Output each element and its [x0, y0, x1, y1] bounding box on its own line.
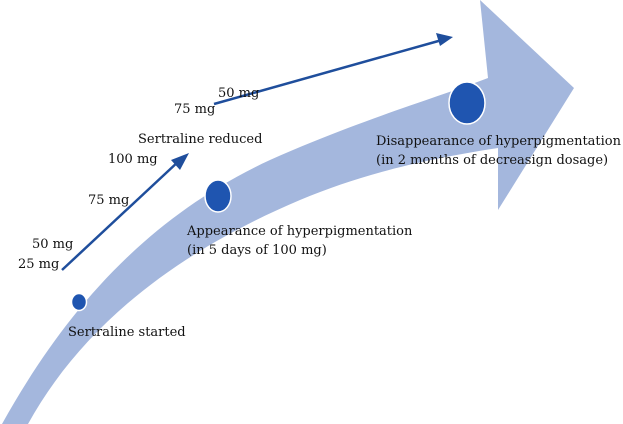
event-disappearance-title: Disappearance of hyperpigmentation — [376, 134, 622, 149]
appearance-marker — [204, 179, 232, 213]
dose-label-25: 25 mg — [18, 257, 60, 272]
start-marker — [70, 292, 88, 312]
event-appearance-title: Appearance of hyperpigmentation — [187, 224, 413, 239]
dose-escalation-arrowhead — [171, 153, 189, 170]
dose-escalation-arrow — [61, 159, 181, 271]
dose-taper-arrow — [213, 38, 443, 106]
dose-label-75-up: 75 mg — [88, 193, 130, 208]
disappearance-marker — [448, 81, 486, 125]
timeline-arrow — [2, 0, 574, 424]
event-disappearance-note: (in 2 months of decreasign dosage) — [376, 153, 609, 168]
event-sertraline-started: Sertraline started — [68, 325, 186, 340]
event-appearance-note: (in 5 days of 100 mg) — [187, 243, 327, 258]
dose-taper-arrowhead — [436, 33, 453, 46]
event-sertraline-reduced: Sertraline reduced — [138, 132, 263, 147]
dose-label-50-start: 50 mg — [32, 237, 74, 252]
dose-label-75-down: 75 mg — [174, 102, 216, 117]
dose-label-100: 100 mg — [108, 152, 158, 167]
dose-label-50-end: 50 mg — [218, 86, 260, 101]
